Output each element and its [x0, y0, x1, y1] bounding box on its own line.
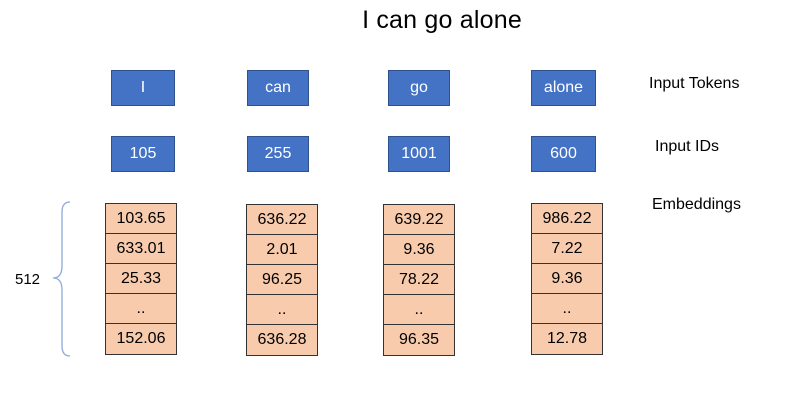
- id-box-4: 600: [531, 136, 596, 172]
- embedding-column-1: 103.65 633.01 25.33 .. 152.06: [105, 203, 177, 355]
- embedding-column-3: 639.22 9.36 78.22 .. 96.35: [383, 204, 455, 356]
- embedding-ellipsis: ..: [106, 294, 176, 324]
- embedding-value: 986.22: [532, 204, 602, 234]
- embedding-ellipsis: ..: [247, 295, 317, 325]
- embedding-value: 78.22: [384, 265, 454, 295]
- embedding-ellipsis: ..: [532, 294, 602, 324]
- id-box-1: 105: [111, 136, 175, 172]
- embedding-value: 96.25: [247, 265, 317, 295]
- embedding-value: 25.33: [106, 264, 176, 294]
- embedding-value: 7.22: [532, 234, 602, 264]
- id-box-2: 255: [247, 136, 309, 172]
- embedding-value: 103.65: [106, 204, 176, 234]
- embedding-value: 12.78: [532, 324, 602, 354]
- embedding-column-2: 636.22 2.01 96.25 .. 636.28: [246, 204, 318, 356]
- embedding-value: 639.22: [384, 205, 454, 235]
- embedding-column-4: 986.22 7.22 9.36 .. 12.78: [531, 203, 603, 355]
- embedding-value: 2.01: [247, 235, 317, 265]
- embedding-value: 9.36: [384, 235, 454, 265]
- token-box-2: can: [247, 70, 309, 106]
- embedding-value: 636.22: [247, 205, 317, 235]
- input-ids-label: Input IDs: [655, 138, 720, 155]
- embedding-value: 152.06: [106, 324, 176, 354]
- token-box-4: alone: [531, 70, 596, 106]
- embedding-ellipsis: ..: [384, 295, 454, 325]
- id-box-3: 1001: [388, 136, 450, 172]
- embedding-value: 96.35: [384, 325, 454, 355]
- embedding-value: 9.36: [532, 264, 602, 294]
- dimension-brace: [52, 201, 71, 357]
- embedding-value: 636.28: [247, 325, 317, 355]
- input-tokens-label: Input Tokens: [649, 75, 740, 92]
- embeddings-label: Embeddings: [652, 196, 741, 213]
- diagram-title: I can go alone: [362, 6, 522, 34]
- token-box-3: go: [388, 70, 450, 106]
- token-box-1: I: [111, 70, 175, 106]
- embedding-value: 633.01: [106, 234, 176, 264]
- embedding-dimension-label: 512: [15, 271, 41, 288]
